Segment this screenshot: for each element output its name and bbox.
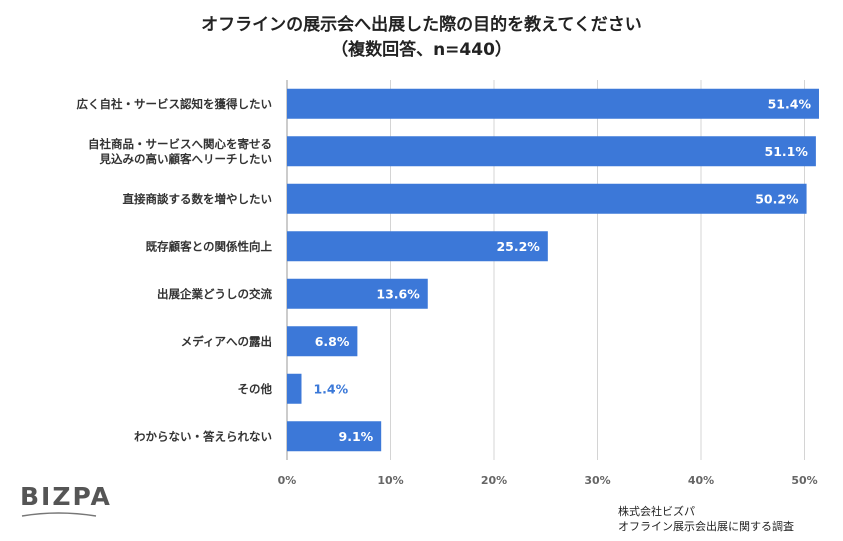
bar [287,278,428,309]
bars: 51.4% 51.1% 50.2% 25.2% 13.6% 6.8% 1.4% 9.1% [287,88,819,452]
bar [287,326,358,357]
bar-value-label: 51.4% [768,96,812,111]
bar-value-label: 51.1% [765,144,809,159]
category-label: 既存顧客との関係性向上 [146,239,273,253]
chart-subtitle: （複数回答、n=440） [331,39,512,60]
bar [287,183,807,214]
category-label: メディアへの露出 [181,334,272,348]
x-tick-label: 40% [688,474,714,487]
x-tick-label: 0% [278,474,297,487]
x-tick-label: 30% [584,474,610,487]
bar-value-label: 13.6% [376,286,420,301]
bar [287,136,816,167]
x-tick-label: 20% [481,474,507,487]
logo-text: BIZPA [20,482,112,511]
bar-value-label: 25.2% [496,239,540,254]
x-tick-label: 50% [791,474,817,487]
source-line-2: オフライン展示会出展に関する調査 [618,519,794,533]
source-line-1: 株式会社ビズパ [618,504,695,518]
category-label: わからない・答えられない [134,429,272,443]
category-labels: 広く自社・サービス認知を獲得したい自社商品・サービスへ関心を寄せる見込みの高い顧… [77,97,273,444]
bar [287,373,302,404]
chart-title: オフラインの展示会へ出展した際の目的を教えてください [201,14,642,35]
bar-value-label: 1.4% [313,381,348,396]
category-label: 自社商品・サービスへ関心を寄せる [88,137,272,151]
bizpa-logo: BIZPA [20,482,112,517]
bar-value-label: 50.2% [755,191,799,206]
category-label: 出展企業どうしの交流 [157,287,272,301]
bar [287,231,548,262]
bar-value-label: 6.8% [315,334,350,349]
bar [287,88,819,119]
category-label: 広く自社・サービス認知を獲得したい [77,97,273,111]
category-label: その他 [238,382,273,396]
category-label: 直接商談する数を増やしたい [123,192,273,206]
x-axis-ticks: 0% 10% 20% 30% 40% 50% [278,474,818,487]
bar [287,421,382,452]
category-label: 見込みの高い顧客へリーチしたい [99,152,273,166]
bar-value-label: 9.1% [339,429,374,444]
x-tick-label: 10% [377,474,403,487]
logo-swoosh [21,512,97,517]
